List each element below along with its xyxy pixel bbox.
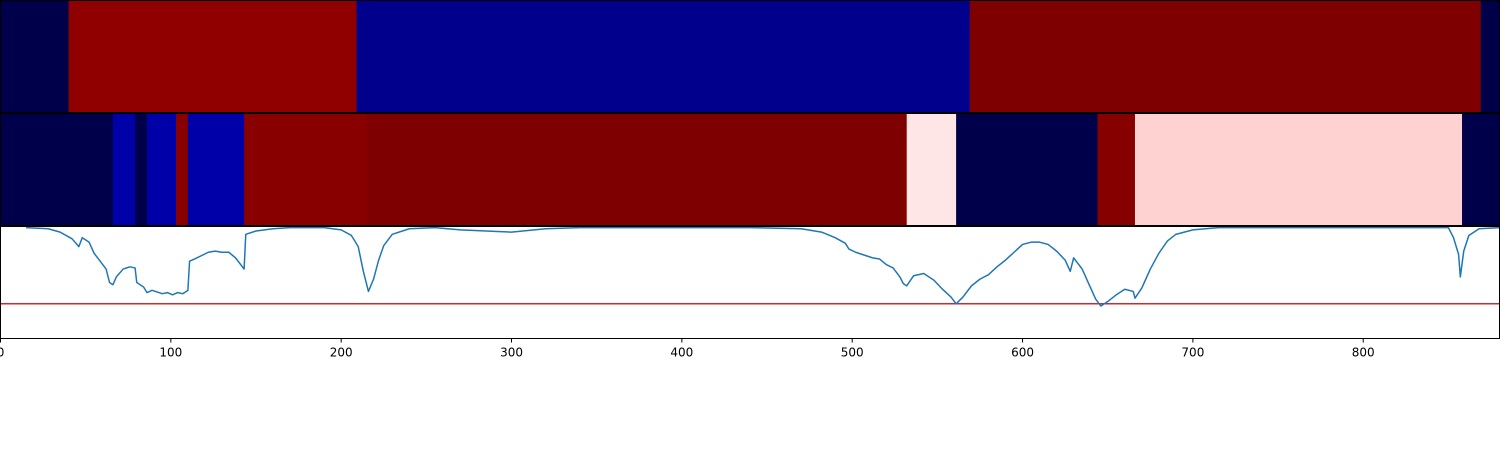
heatmap-cell-1-9: [956, 113, 1099, 226]
x-tick-label-500: 500: [841, 346, 864, 360]
x-tick-label-300: 300: [500, 346, 523, 360]
heatmap-cell-1-5: [187, 113, 245, 226]
line-panel-background: [0, 226, 1500, 339]
heatmap-cell-0-0: [0, 0, 70, 113]
heatmap-cell-1-8: [906, 113, 957, 226]
heatmap-strip-top: [0, 0, 1500, 113]
heatmap-cell-1-12: [1462, 113, 1500, 226]
heatmap-cell-0-2: [356, 0, 971, 113]
x-tick-label-800: 800: [1352, 346, 1375, 360]
heatmap-cell-0-1: [68, 0, 358, 113]
x-tick-label-0: 0: [0, 346, 4, 360]
heatmap-cell-1-6: [244, 113, 368, 226]
line-plot-panel: [0, 226, 1500, 339]
heatmap-cell-1-0: [0, 113, 114, 226]
x-tick-label-100: 100: [159, 346, 182, 360]
heatmap-strip-middle: [0, 113, 1500, 226]
heatmap-cell-1-3: [146, 113, 177, 226]
x-tick-label-200: 200: [330, 346, 353, 360]
x-tick-label-700: 700: [1181, 346, 1204, 360]
heatmap-cell-1-11: [1134, 113, 1463, 226]
heatmap-cell-0-4: [1480, 0, 1500, 113]
x-tick-label-600: 600: [1011, 346, 1034, 360]
x-axis: 0 100 200 300 400 500 600 700 800: [0, 338, 1375, 360]
heatmap-cell-1-10: [1097, 113, 1136, 226]
heatmap-cell-1-7: [366, 113, 908, 226]
x-tick-label-400: 400: [670, 346, 693, 360]
heatmap-cell-1-4: [175, 113, 189, 226]
series-line: [26, 226, 1500, 307]
heatmap-cell-1-1: [112, 113, 136, 226]
heatmap-cell-1-2: [135, 113, 148, 226]
heatmap-cell-0-3: [969, 0, 1482, 113]
